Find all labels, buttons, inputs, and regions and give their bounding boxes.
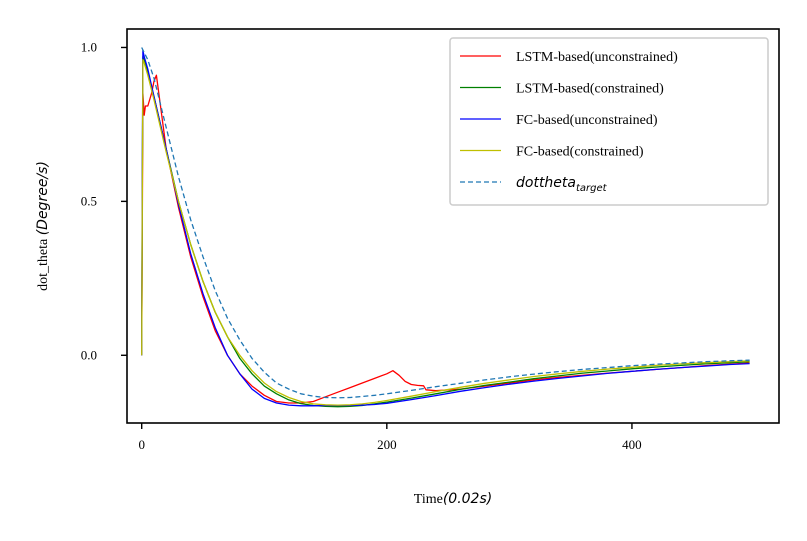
legend-label: FC-based(constrained): [516, 145, 644, 160]
legend-label: FC-based(unconstrained): [516, 113, 658, 128]
legend: LSTM-based(unconstrained) LSTM-based(cons…: [449, 37, 769, 206]
series-line-4: [141, 47, 750, 399]
y-axis-label: dot_theta (Degree/s): [35, 161, 51, 291]
legend-label: LSTM-based(unconstrained): [516, 50, 678, 65]
legend-label: dotthetatarget: [516, 175, 608, 194]
x-tick-label: 0: [138, 437, 145, 452]
legend-box: [449, 37, 769, 206]
x-axis-label: Time(0.02s): [414, 491, 492, 507]
legend-label: LSTM-based(constrained): [516, 82, 664, 97]
y-tick-label: 0.5: [81, 193, 97, 208]
y-axis-ticks: 0.0 0.5 1.0: [81, 39, 127, 362]
series-line-3: [141, 59, 750, 406]
y-tick-label: 1.0: [81, 39, 97, 54]
x-tick-label: 400: [622, 437, 642, 452]
y-tick-label: 0.0: [81, 347, 97, 362]
series-lines: [141, 47, 750, 408]
x-axis-ticks: 0 200 400: [138, 423, 642, 452]
x-tick-label: 200: [377, 437, 397, 452]
